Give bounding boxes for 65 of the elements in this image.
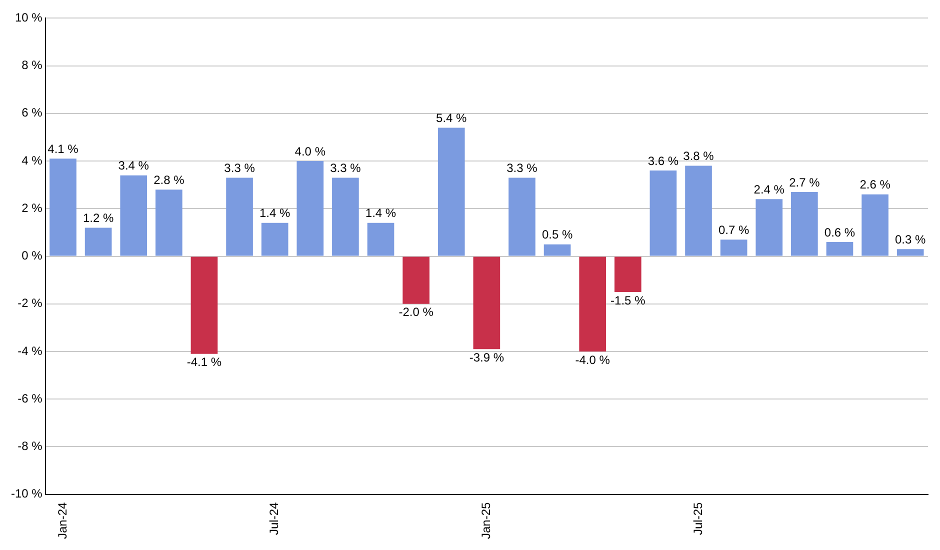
y-tick-label: -6 % xyxy=(18,391,43,406)
bar xyxy=(473,256,500,350)
data-label: 2.7 % xyxy=(789,175,820,190)
data-label: 3.3 % xyxy=(506,161,538,176)
x-tick-label: Jul-24 xyxy=(267,502,282,535)
bar xyxy=(650,170,677,256)
data-label: 1.2 % xyxy=(82,211,114,225)
bar xyxy=(367,222,394,256)
bar xyxy=(84,228,112,256)
bar xyxy=(579,256,606,352)
bar xyxy=(332,178,359,256)
bar xyxy=(826,242,854,256)
data-label: 4.1 % xyxy=(48,142,79,156)
bar xyxy=(896,249,924,256)
y-tick-label: 2 % xyxy=(22,200,43,215)
bar xyxy=(756,199,783,256)
bar xyxy=(685,166,712,256)
y-tick-label: -8 % xyxy=(18,439,43,454)
data-label: -3.9 % xyxy=(469,350,504,364)
bar xyxy=(720,240,748,256)
data-label: 3.6 % xyxy=(648,154,679,168)
y-tick-label: -10 % xyxy=(10,486,43,501)
bar xyxy=(296,161,324,256)
x-tick-label: Jan-24 xyxy=(55,502,70,540)
data-label: 3.8 % xyxy=(683,149,714,164)
bar xyxy=(190,256,218,354)
bar xyxy=(226,178,253,256)
bar xyxy=(614,256,642,292)
bar xyxy=(791,192,818,256)
data-label: 3.3 % xyxy=(224,161,256,176)
data-label: 3.3 % xyxy=(330,161,362,176)
y-tick-label: 10 % xyxy=(14,10,43,25)
y-tick-label: -2 % xyxy=(18,296,43,310)
bar xyxy=(50,158,76,256)
data-label: 0.7 % xyxy=(718,222,750,237)
bar xyxy=(261,222,288,256)
data-label: 5.4 % xyxy=(436,111,468,126)
bar xyxy=(402,256,430,304)
data-label: 0.6 % xyxy=(824,225,856,240)
data-label: 0.5 % xyxy=(542,228,573,242)
y-tick-label: 6 % xyxy=(22,106,43,120)
data-label: 0.3 % xyxy=(895,232,926,246)
y-tick-label: 0 % xyxy=(22,248,43,263)
bar xyxy=(120,175,148,256)
data-label: -2.0 % xyxy=(398,305,434,320)
data-label: -4.1 % xyxy=(186,355,222,370)
bar xyxy=(156,190,182,256)
data-label: -4.0 % xyxy=(575,352,610,367)
x-tick-label: Jan-25 xyxy=(478,502,493,540)
y-tick-label: 8 % xyxy=(22,58,43,72)
data-label: 2.4 % xyxy=(754,182,785,196)
bar xyxy=(544,244,571,256)
bar xyxy=(508,178,536,256)
x-tick-label: Jul-25 xyxy=(690,502,705,535)
data-label: 4.0 % xyxy=(294,144,326,158)
y-tick-label: -4 % xyxy=(18,344,43,358)
data-label: -1.5 % xyxy=(610,293,646,308)
data-label: 2.6 % xyxy=(860,178,891,192)
data-label: 3.4 % xyxy=(118,158,150,173)
bar xyxy=(862,194,888,256)
data-label: 1.4 % xyxy=(259,206,291,220)
y-tick-label: 4 % xyxy=(22,153,43,168)
data-label: 2.8 % xyxy=(154,172,185,187)
data-label: 1.4 % xyxy=(365,206,396,220)
bar xyxy=(438,128,465,256)
